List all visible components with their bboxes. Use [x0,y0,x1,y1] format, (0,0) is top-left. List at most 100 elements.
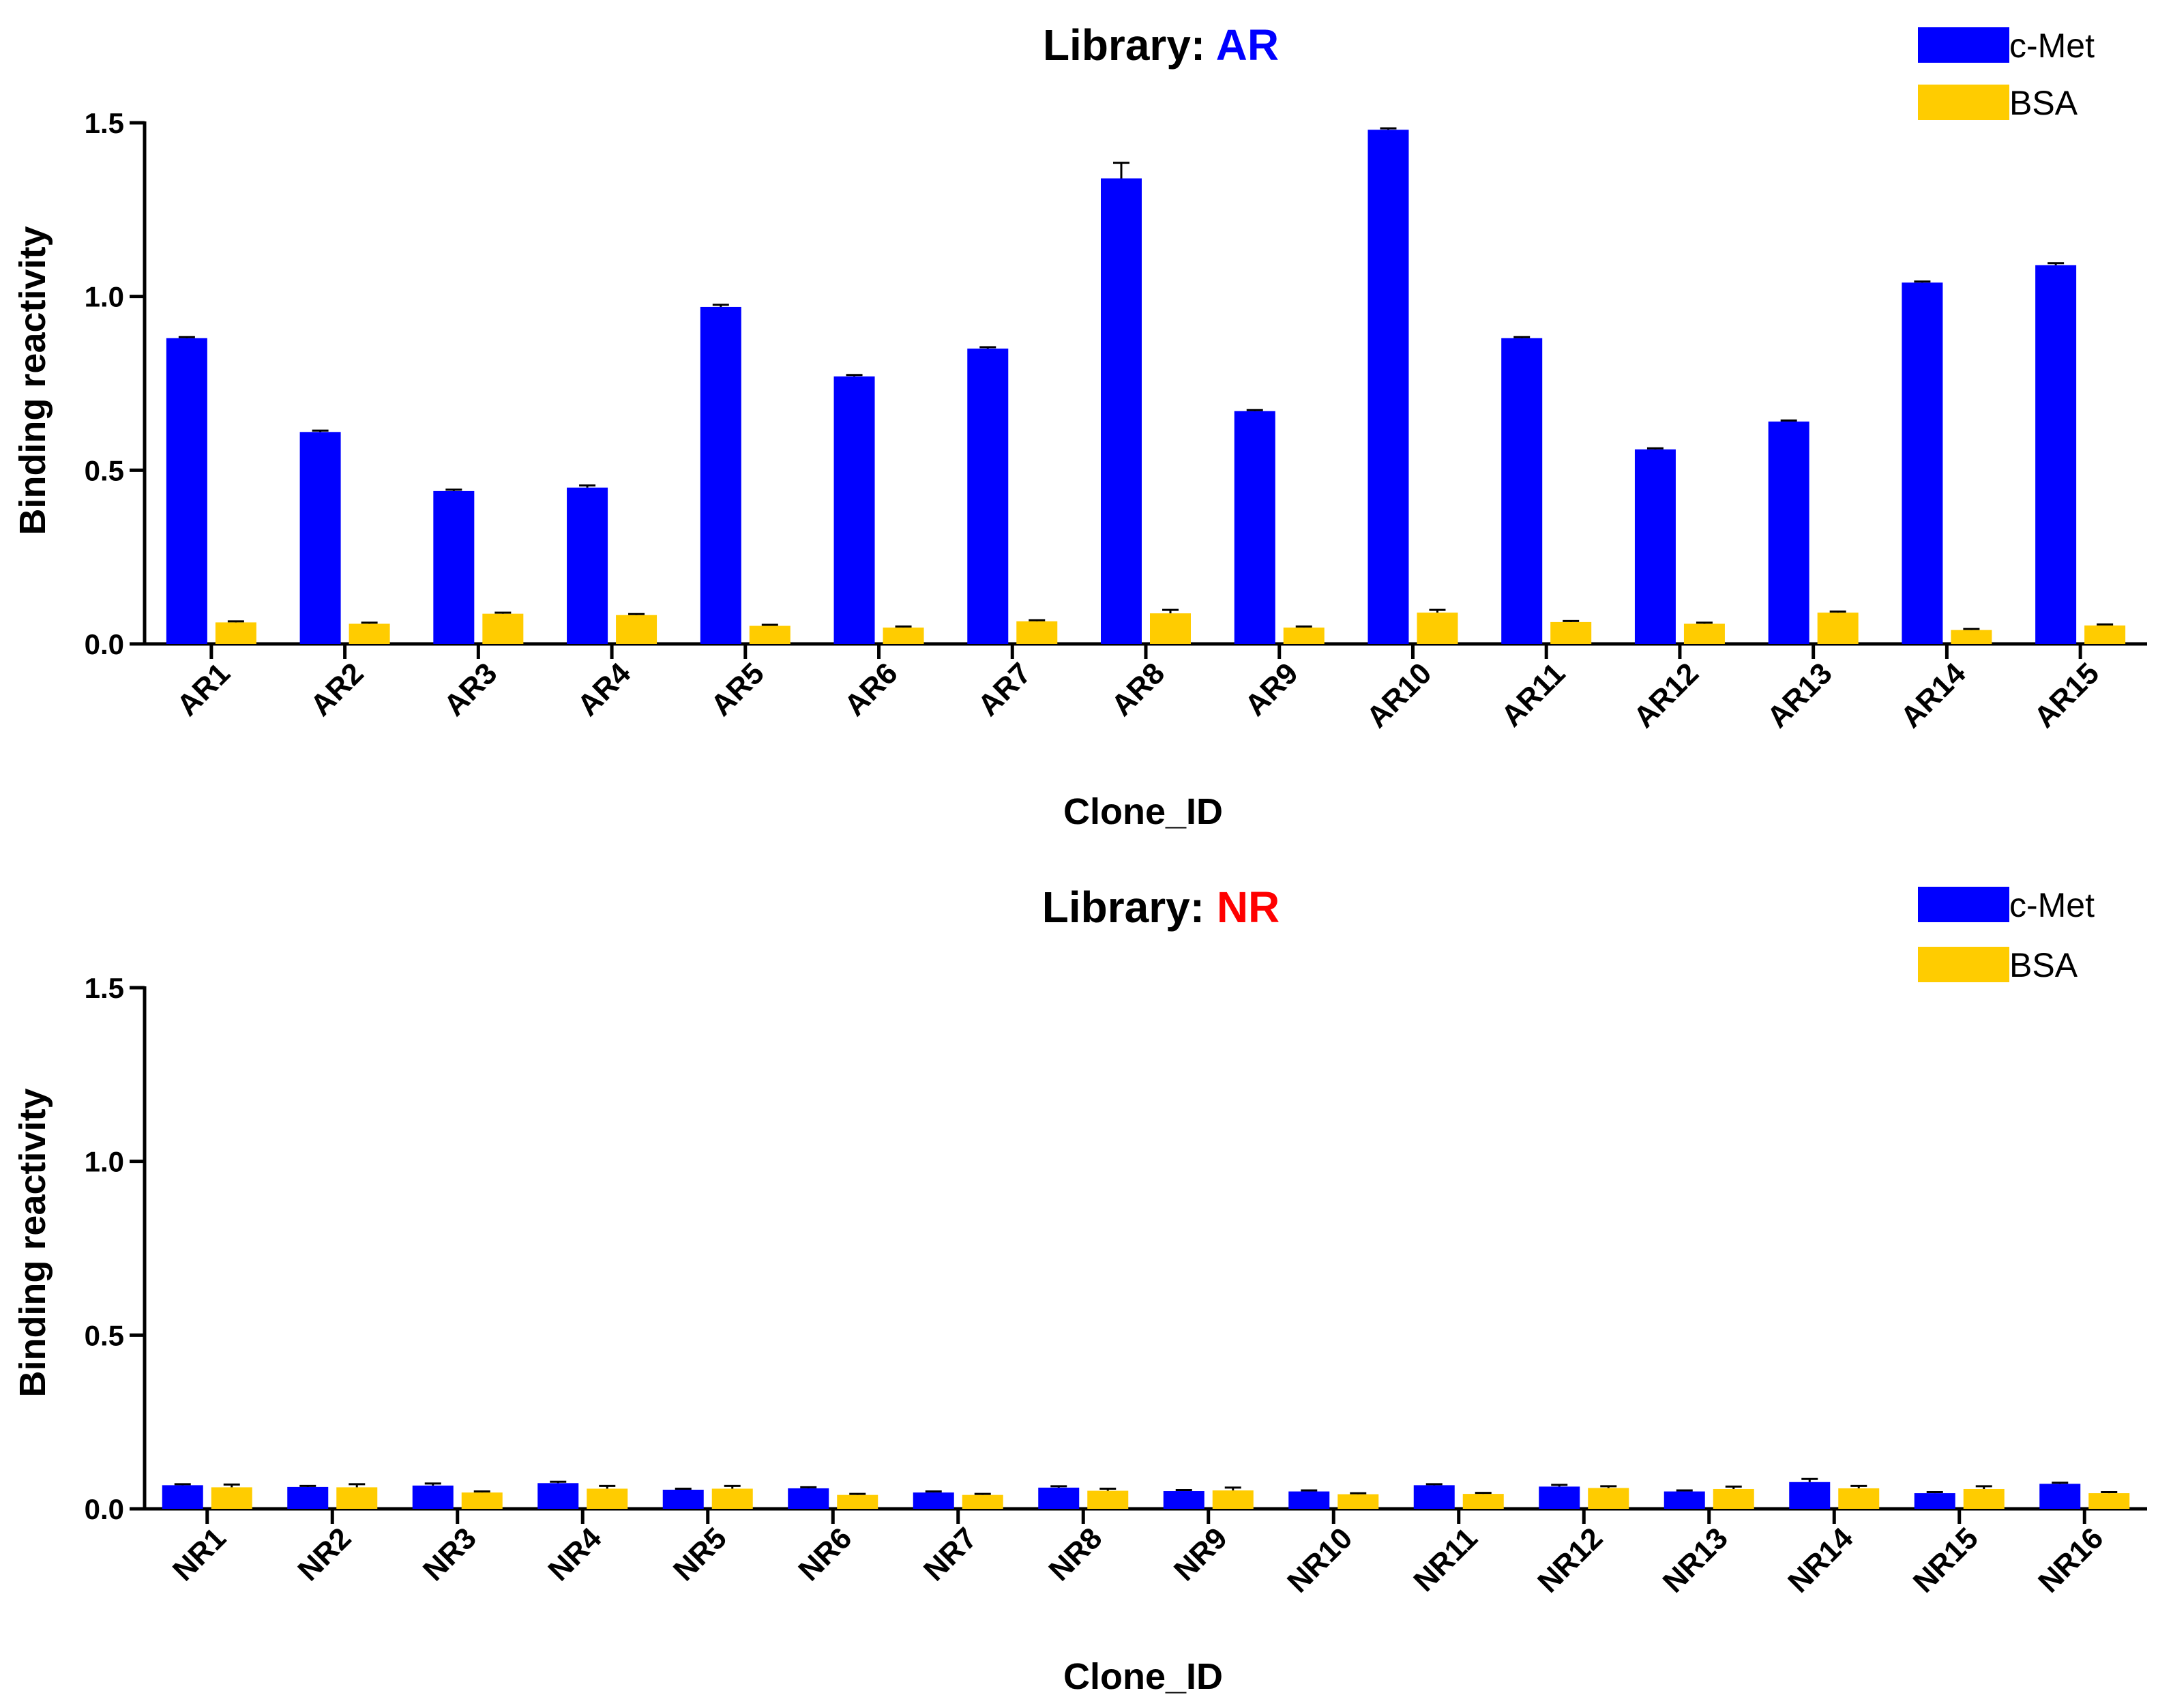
x-tick-label: AR13 [1761,656,1839,734]
bar-bsa-ar11 [1550,621,1592,644]
bar-c-met-ar11 [1501,338,1543,644]
bar-bsa-ar14 [1951,630,1992,644]
x-tick-label: AR4 [571,656,637,722]
bar-c-met-nr13 [1664,1491,1705,1509]
bar-c-met-ar9 [1234,411,1275,644]
bar-c-met-nr4 [537,1483,579,1509]
bar-bsa-nr13 [1713,1488,1754,1509]
x-tick-label: NR13 [1657,1521,1734,1599]
legend: c-Met BSA [1918,886,2095,984]
bar-c-met-ar3 [433,490,475,644]
bar-bsa-nr4 [587,1488,628,1509]
x-tick-label: AR5 [705,656,771,722]
bar-bsa-ar8 [1150,613,1191,644]
y-tick-label: 1.0 [85,1146,124,1178]
bar-c-met-nr8 [1038,1487,1080,1509]
bar-bsa-ar12 [1683,623,1725,644]
plot-area: 0.0 0.5 1.0 1.5 NR1 NR2 NR3 NR4 NR5 NR6 NR7 NR8 NR9 N… [85,972,2147,1600]
bar-c-met-nr7 [913,1492,954,1509]
x-tick-label: AR11 [1495,656,1571,733]
y-tick-label: 0.5 [85,454,124,486]
bar-bsa-ar4 [616,615,657,644]
x-tick-label: AR3 [438,656,504,722]
chart-title: Library: NR [1042,883,1280,932]
legend-label-bsa: BSA [2009,84,2078,122]
chart-title-highlight: AR [1216,20,1279,70]
bar-bsa-nr5 [711,1488,753,1509]
y-tick-label: 1.5 [85,972,124,1004]
bar-c-met-ar8 [1101,178,1142,644]
x-tick-label: AR14 [1894,656,1972,735]
legend: c-Met BSA [1918,27,2095,122]
x-tick-label: AR15 [2028,656,2105,734]
x-tick-label: NR15 [1907,1521,1985,1599]
bar-c-met-nr15 [1914,1493,1955,1509]
chart-panel-ar: Library: AR Binding reactivity Clone_ID … [12,20,2147,832]
bar-bsa-ar9 [1283,628,1325,644]
bar-bsa-nr12 [1588,1488,1629,1509]
x-tick-label: NR12 [1531,1521,1609,1599]
bar-c-met-nr11 [1413,1485,1455,1509]
bar-bsa-nr1 [211,1487,252,1509]
legend-label-c-met: c-Met [2009,27,2095,65]
x-tick-label: NR8 [1042,1521,1108,1587]
x-tick-label: NR5 [667,1521,733,1587]
chart-title-highlight: NR [1217,883,1280,932]
y-tick-label: 0.5 [85,1319,124,1351]
bar-c-met-ar2 [299,432,341,644]
bar-bsa-nr8 [1087,1490,1129,1509]
x-tick-label: NR3 [417,1521,483,1587]
x-tick-label: AR9 [1239,656,1305,722]
bar-c-met-ar5 [700,306,741,644]
x-tick-label: NR16 [2032,1521,2110,1599]
bar-bsa-ar13 [1817,613,1859,644]
bar-bsa-nr6 [837,1494,878,1509]
x-tick-label: NR7 [917,1521,984,1587]
y-axis-label: Binding reactivity [12,1088,53,1397]
bar-c-met-ar6 [833,376,875,644]
bar-bsa-ar2 [349,623,390,644]
x-tick-label: NR11 [1407,1521,1483,1597]
bar-c-met-ar12 [1634,449,1676,644]
bar-bsa-nr16 [2088,1493,2130,1509]
y-tick-label: 1.5 [85,107,124,139]
chart-title: Library: AR [1043,20,1279,70]
x-tick-label: NR9 [1168,1521,1234,1587]
x-tick-label: NR1 [166,1521,233,1587]
x-tick-label: AR6 [838,656,904,722]
bar-bsa-nr2 [336,1487,378,1509]
legend-label-c-met: c-Met [2009,886,2095,924]
chart-panel-nr: Library: NR Binding reactivity Clone_ID … [12,883,2147,1697]
bar-bsa-ar1 [215,622,256,644]
y-tick-label: 1.0 [85,281,124,313]
bar-c-met-ar4 [567,487,608,644]
plot-area: 0.0 0.5 1.0 1.5 AR1 AR2 AR3 AR4 AR5 AR6 AR7 AR8 AR9 A… [85,107,2147,735]
x-tick-label: AR1 [171,656,237,722]
x-tick-label: AR7 [971,656,1037,722]
bar-bsa-nr3 [461,1492,503,1509]
x-tick-label: NR2 [291,1521,357,1587]
x-tick-label: NR4 [542,1521,608,1587]
bar-bsa-nr15 [1963,1488,2005,1509]
bar-c-met-nr16 [2039,1484,2081,1509]
bar-c-met-ar15 [2035,265,2077,644]
bar-bsa-ar15 [2084,625,2126,644]
bar-c-met-nr9 [1163,1491,1204,1509]
bar-bsa-nr14 [1838,1488,1880,1509]
x-tick-label: NR10 [1281,1521,1359,1599]
bar-c-met-ar13 [1768,422,1809,644]
bar-c-met-ar14 [1902,282,1943,644]
bar-bsa-nr11 [1462,1494,1504,1509]
y-tick-label: 0.0 [85,628,124,660]
x-tick-label: AR10 [1360,656,1438,734]
bar-bsa-ar7 [1016,621,1058,644]
bar-c-met-nr12 [1539,1486,1580,1509]
bar-c-met-nr1 [162,1485,203,1509]
x-axis-label: Clone_ID [1063,1656,1223,1697]
x-axis-label: Clone_ID [1063,791,1223,832]
bar-c-met-nr10 [1288,1491,1330,1509]
x-tick-label: AR12 [1627,656,1705,734]
x-tick-label: AR2 [304,656,370,722]
x-tick-label: AR8 [1105,656,1171,722]
